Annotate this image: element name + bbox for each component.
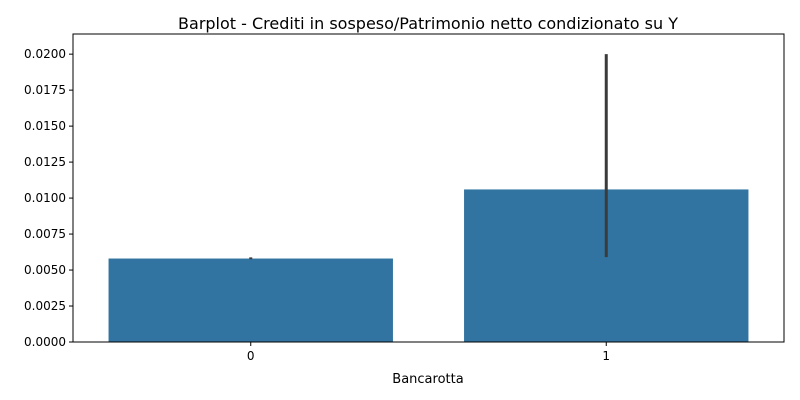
y-tick-label: 0.0150 xyxy=(24,119,66,133)
y-tick-label: 0.0200 xyxy=(24,47,66,61)
y-tick-label: 0.0075 xyxy=(24,227,66,241)
plot-frame xyxy=(72,33,785,343)
error-bars xyxy=(249,54,608,260)
bar-0 xyxy=(108,258,393,342)
y-tick-label: 0.0125 xyxy=(24,155,66,169)
y-tick-label: 0.0175 xyxy=(24,83,66,97)
x-axis-label: Bancarotta xyxy=(392,372,463,387)
bars xyxy=(108,189,749,342)
y-tick-label: 0.0000 xyxy=(24,335,66,349)
chart-title: Barplot - Crediti in sospeso/Patrimonio … xyxy=(178,14,678,33)
y-tick-label: 0.0025 xyxy=(24,299,66,313)
y-tick-label: 0.0050 xyxy=(24,263,66,277)
x-tick-label: 1 xyxy=(602,349,610,363)
y-axis: 0.0000 0.0025 0.0050 0.0075 0.0100 0.0125 0.01… xyxy=(24,47,73,349)
y-tick-label: 0.0100 xyxy=(24,191,66,205)
x-tick-label: 0 xyxy=(247,349,255,363)
